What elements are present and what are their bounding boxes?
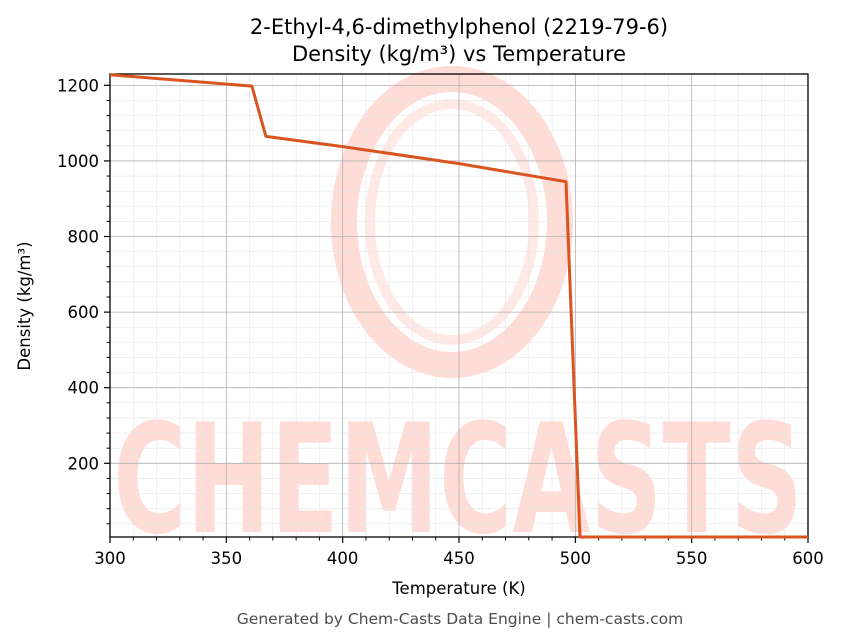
axis-ticks: 300 350 400 450 500 550 600 200 400 600 800 1000 120…	[57, 76, 824, 568]
y-tick-label: 600	[68, 303, 100, 322]
density-line	[109, 73, 808, 539]
chemcasts-watermark: CHEMCASTS	[113, 66, 803, 568]
x-tick-label: 600	[792, 549, 824, 568]
watermark-swirl	[331, 66, 573, 378]
x-tick-label: 300	[94, 549, 126, 568]
chart-subtitle: Density (kg/m³) vs Temperature	[292, 42, 626, 66]
y-tick-label: 1000	[57, 152, 99, 171]
x-tick-label: 500	[560, 549, 592, 568]
y-tick-label: 400	[68, 379, 100, 398]
y-tick-label: 200	[68, 454, 100, 473]
y-tick-label: 800	[68, 228, 100, 247]
x-axis-label: Temperature (K)	[391, 579, 525, 598]
x-tick-label: 400	[327, 549, 359, 568]
y-tick-label: 1200	[57, 76, 99, 95]
footer-credit: Generated by Chem-Casts Data Engine | ch…	[237, 610, 683, 628]
watermark-text: CHEMCASTS	[113, 391, 803, 568]
chart-title: 2-Ethyl-4,6-dimethylphenol (2219-79-6)	[250, 15, 668, 39]
data-series	[109, 73, 808, 539]
x-tick-label: 550	[676, 549, 708, 568]
x-tick-label: 450	[443, 549, 475, 568]
x-tick-label: 350	[211, 549, 243, 568]
y-axis-label: Density (kg/m³)	[15, 241, 34, 370]
